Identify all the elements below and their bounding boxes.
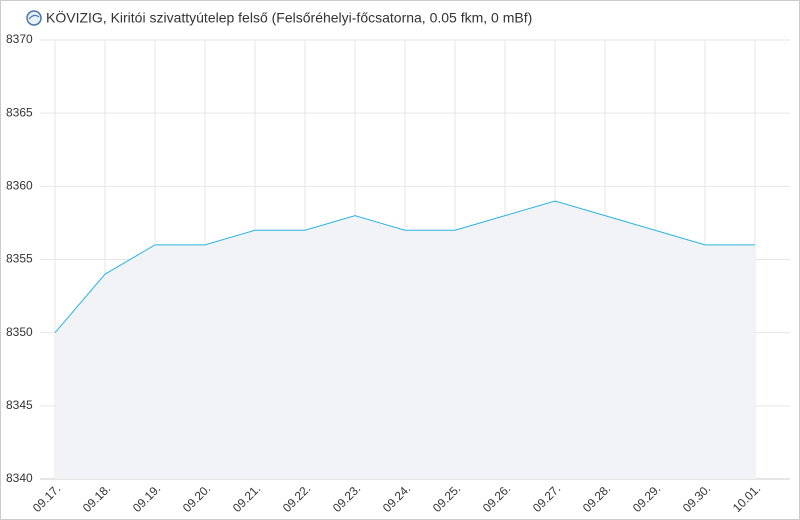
line	[54, 200, 755, 333]
y-tick-label: 8365	[6, 105, 33, 119]
y-tick-label: 8370	[6, 32, 33, 46]
y-tick-label: 8360	[6, 179, 33, 193]
y-tick-label: 8340	[6, 471, 33, 485]
area-fill	[55, 200, 755, 479]
y-tick-label: 8345	[6, 398, 33, 412]
y-tick-label: 8355	[6, 252, 33, 266]
icon	[26, 10, 42, 26]
chart-title: KÖVIZIG, Kiritói szivattyútelep felső (F…	[46, 9, 532, 26]
y-tick-label: 8350	[6, 325, 33, 339]
